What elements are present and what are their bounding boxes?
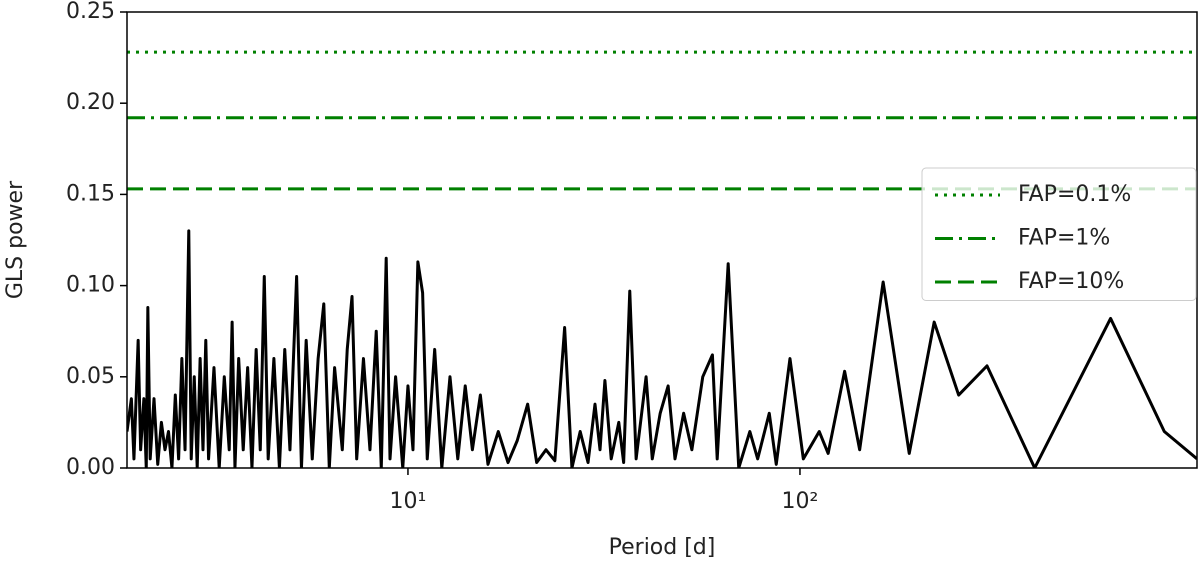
- legend-label: FAP=0.1%: [1018, 182, 1131, 207]
- x-tick-label: 10¹: [390, 489, 427, 514]
- y-tick-label: 0.20: [66, 90, 115, 115]
- y-axis-label: GLS power: [3, 180, 28, 299]
- x-axis-label: Period [d]: [609, 535, 716, 560]
- y-tick-label: 0.15: [66, 181, 115, 206]
- x-tick-label: 10²: [782, 489, 819, 514]
- legend-label: FAP=1%: [1018, 226, 1110, 251]
- y-tick-label: 0.25: [66, 0, 115, 24]
- y-tick-label: 0.05: [66, 364, 115, 389]
- y-tick-label: 0.10: [66, 273, 115, 298]
- y-tick-label: 0.00: [66, 455, 115, 480]
- plot-frame: [126, 11, 1198, 469]
- legend-label: FAP=10%: [1018, 269, 1124, 294]
- legend-box: [921, 167, 1197, 301]
- periodogram-line: [127, 229, 1197, 468]
